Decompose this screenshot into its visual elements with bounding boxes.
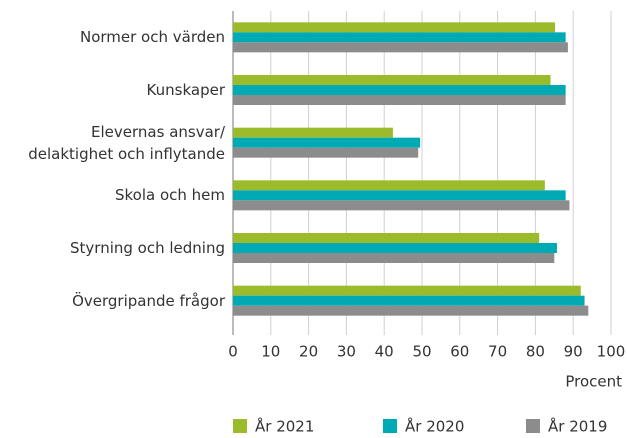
y-tick-label: Skola och hem — [114, 186, 225, 205]
bar — [233, 200, 570, 211]
y-tick-label: Kunskaper — [146, 81, 225, 99]
bar — [233, 75, 551, 85]
x-tick-label: 70 — [488, 343, 507, 361]
legend-swatch — [526, 419, 540, 433]
legend-label: År 2020 — [405, 417, 464, 436]
bar — [233, 305, 589, 316]
bar — [233, 243, 557, 253]
bar — [233, 42, 568, 53]
bar — [233, 85, 566, 95]
x-tick-label: 80 — [526, 343, 545, 361]
x-axis-label: Procent — [565, 373, 622, 391]
bar — [233, 285, 581, 296]
x-tick-label: 10 — [261, 343, 280, 361]
bar — [233, 253, 555, 263]
y-tick-label: Övergripande frågor — [72, 291, 225, 310]
y-tick-label: Elevernas ansvar/ delaktighet och inflyt… — [28, 122, 225, 163]
bar — [233, 147, 419, 158]
bar — [233, 190, 566, 201]
y-tick-label: Styrning och ledning — [70, 239, 225, 257]
bar — [233, 180, 545, 191]
x-tick-label: 90 — [564, 343, 583, 361]
legend-label: År 2021 — [255, 417, 314, 436]
bar — [233, 127, 393, 138]
x-tick-label: 60 — [450, 343, 469, 361]
y-tick-label: Normer och värden — [79, 28, 225, 47]
x-tick-label: 0 — [228, 343, 238, 361]
bar — [233, 137, 421, 148]
bar — [233, 295, 585, 306]
legend-swatch — [383, 419, 397, 433]
legend-swatch — [233, 419, 247, 433]
x-tick-label: 50 — [412, 343, 431, 361]
x-tick-label: 100 — [597, 343, 626, 361]
bar — [233, 95, 566, 105]
bar — [233, 32, 566, 43]
x-tick-label: 20 — [299, 343, 318, 361]
bar — [233, 233, 540, 243]
x-tick-label: 30 — [337, 343, 356, 361]
x-tick-label: 40 — [375, 343, 394, 361]
legend-label: År 2019 — [548, 417, 607, 436]
bar — [233, 22, 556, 33]
